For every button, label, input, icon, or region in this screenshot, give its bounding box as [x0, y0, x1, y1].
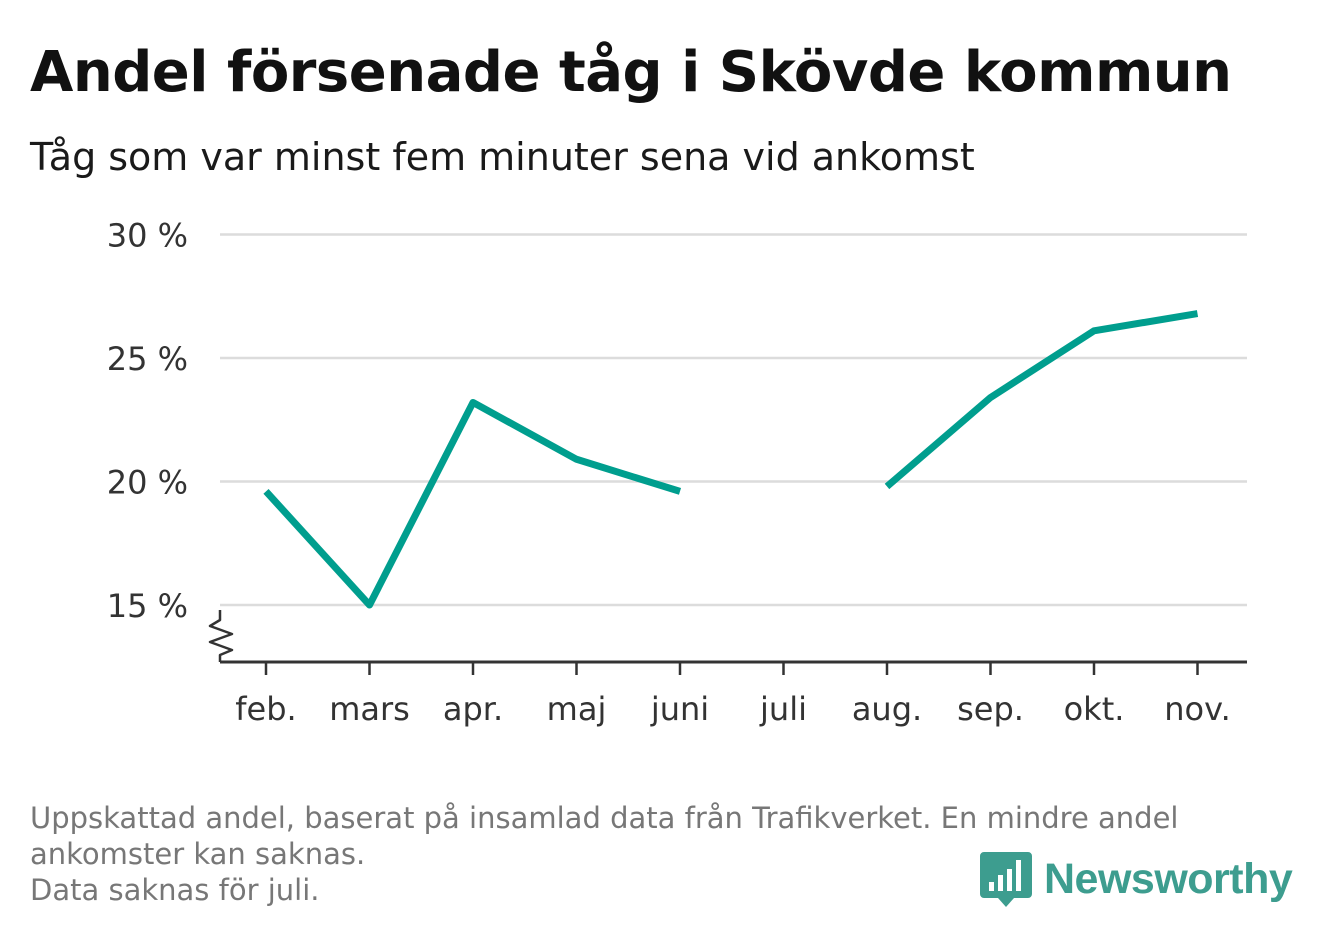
x-tick-label: juni — [650, 690, 709, 728]
x-tick-label: nov. — [1164, 690, 1230, 728]
chart-subtitle: Tåg som var minst fem minuter sena vid a… — [30, 135, 975, 179]
bar-chart-speech-bubble-icon — [980, 852, 1032, 907]
y-tick-label: 15 % — [107, 587, 188, 625]
chart-title: Andel försenade tåg i Skövde kommun — [30, 40, 1232, 105]
brand-name: Newsworthy — [1044, 854, 1293, 903]
line-chart: 15 % 20 % 25 % 30 % feb. mars apr. maj juni juli… — [107, 217, 1247, 728]
x-tick-label: okt. — [1064, 690, 1125, 728]
chart-footnote: Uppskattad andel, baserat på insamlad da… — [30, 800, 1280, 908]
y-tick-label: 30 % — [107, 217, 188, 255]
series-lines — [263, 310, 1199, 609]
gridlines — [220, 233, 1247, 607]
series-line — [884, 310, 1199, 490]
x-axis: feb. mars apr. maj juni juli aug. sep. okt. nov. — [220, 660, 1247, 728]
axis-break-zigzag — [208, 610, 234, 662]
x-tick-label: feb. — [235, 690, 296, 728]
x-tick-label: apr. — [443, 690, 503, 728]
footnote-line: ankomster kan saknas. — [30, 837, 366, 871]
series-line — [263, 398, 682, 609]
x-tick-label: aug. — [852, 690, 922, 728]
footnote-line: Uppskattad andel, baserat på insamlad da… — [30, 801, 1179, 835]
x-tick-label: mars — [329, 690, 410, 728]
axis-break-icon — [208, 610, 234, 662]
x-tick-label: maj — [547, 690, 607, 728]
x-tick-label: sep. — [957, 690, 1024, 728]
x-tick-label: juli — [759, 690, 807, 728]
y-axis-ticks: 15 % 20 % 25 % 30 % — [107, 217, 188, 626]
y-tick-label: 25 % — [107, 340, 188, 378]
footnote-line: Data saknas för juli. — [30, 873, 320, 907]
y-tick-label: 20 % — [107, 464, 188, 502]
newsworthy-logo: Newsworthy — [980, 848, 1293, 910]
